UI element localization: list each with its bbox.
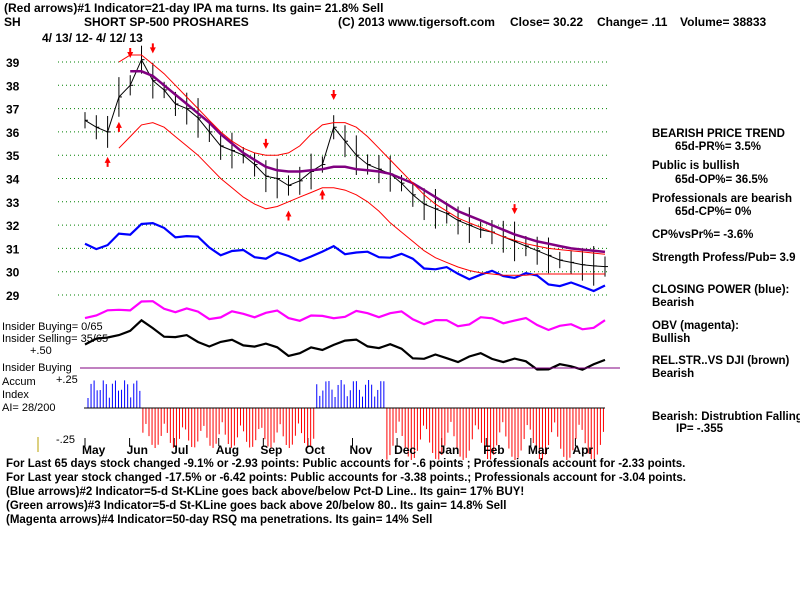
y-tick-label: 34 bbox=[6, 173, 20, 187]
copyright: (C) 2013 www.tigersoft.com bbox=[338, 15, 495, 29]
ticker-symbol: SH bbox=[4, 15, 21, 29]
y-tick-label: 35 bbox=[6, 149, 20, 163]
series-upper-band bbox=[118, 54, 606, 255]
x-tick-label: May bbox=[82, 443, 106, 457]
buy-arrow-icon bbox=[115, 121, 122, 132]
accum-plus25: +.25 bbox=[56, 374, 78, 386]
accum-minus25: -.25 bbox=[56, 434, 75, 446]
y-tick-label: 39 bbox=[6, 56, 20, 70]
relative-strength-line bbox=[84, 318, 606, 371]
insider-buying-count: Insider Buying= 0/65 bbox=[2, 321, 103, 333]
footer-line-3: (Blue arrows)#2 Indicator=5-d St-KLine g… bbox=[6, 486, 525, 498]
ip-value: IP= -.355 bbox=[676, 423, 723, 435]
relstr-title: REL.STR..VS DJI (brown) bbox=[652, 355, 790, 367]
x-tick-label: Dec bbox=[394, 443, 416, 457]
y-tick-label: 32 bbox=[6, 219, 20, 233]
distribution-title: Bearish: Distrubtion Falling bbox=[652, 411, 800, 423]
obv-value: Bullish bbox=[652, 333, 691, 345]
sell-arrow-icon bbox=[511, 204, 518, 215]
series-50-day-ma bbox=[130, 70, 606, 254]
op-value: 65d-OP%= 36.5% bbox=[675, 174, 769, 186]
date-range: 4/ 13/ 12- 4/ 12/ 13 bbox=[42, 31, 143, 45]
closing-power-value: Bearish bbox=[652, 297, 695, 309]
x-tick-label: Apr bbox=[572, 443, 593, 457]
obv-title: OBV (magenta): bbox=[652, 320, 739, 332]
series-price bbox=[84, 58, 606, 268]
obv-line bbox=[84, 300, 606, 332]
x-tick-label: Sep bbox=[260, 443, 282, 457]
signal-arrows bbox=[104, 43, 518, 221]
ai-value: AI= 28/200 bbox=[2, 402, 56, 414]
pr-value: 65d-PR%= 3.5% bbox=[675, 141, 761, 153]
grid-lines bbox=[58, 61, 610, 446]
y-tick-label: 29 bbox=[6, 289, 20, 303]
x-tick-label: Oct bbox=[305, 443, 325, 457]
trend-title: BEARISH PRICE TREND bbox=[652, 128, 785, 140]
closing-power-line bbox=[84, 221, 606, 293]
insider-selling-count: Insider Selling= 35/65 bbox=[2, 333, 109, 345]
relstr-value: Bearish bbox=[652, 368, 695, 380]
footer-line-2: For Last year stock changed -17.5% or -6… bbox=[6, 472, 686, 484]
strength-value: Strength Profess/Pub= 3.9 bbox=[652, 252, 796, 264]
volume-value: Volume= 38833 bbox=[680, 15, 767, 29]
professionals-label: Professionals are bearish bbox=[652, 193, 792, 205]
y-tick-label: 30 bbox=[6, 266, 20, 280]
sell-arrow-icon bbox=[127, 48, 134, 59]
buy-arrow-icon bbox=[104, 156, 111, 167]
public-label: Public is bullish bbox=[652, 160, 740, 172]
y-tick-label: 33 bbox=[6, 196, 20, 210]
x-tick-label: Nov bbox=[350, 443, 373, 457]
x-axis-ticks: May Jun Jul Aug Sep Oct Nov Dec Jan Feb Mar Apr bbox=[82, 443, 593, 457]
index-label: Index bbox=[2, 389, 29, 401]
buy-arrow-icon bbox=[285, 210, 292, 221]
chart-canvas: 39 38 37 36 35 34 33 32 31 30 29 May Jun Jul Aug Sep Oc… bbox=[6, 43, 620, 460]
indicator-lines bbox=[80, 221, 620, 371]
cp-value: 65d-CP%= 0% bbox=[675, 206, 752, 218]
y-tick-label: 31 bbox=[6, 242, 20, 256]
x-tick-label: Jan bbox=[439, 443, 460, 457]
price-lines bbox=[84, 54, 606, 276]
x-tick-label: Jun bbox=[127, 443, 148, 457]
accum-plus50: +.50 bbox=[30, 345, 52, 357]
y-tick-label: 37 bbox=[6, 103, 20, 117]
buy-arrow-icon bbox=[319, 189, 326, 200]
accumulation-histogram bbox=[37, 380, 605, 460]
fund-name: SHORT SP-500 PROSHARES bbox=[84, 15, 249, 29]
insider-buying-label: Insider Buying bbox=[2, 362, 72, 374]
x-tick-label: Feb bbox=[483, 443, 504, 457]
series-lower-band bbox=[118, 122, 605, 276]
cpvspr-value: CP%vsPr%= -3.6% bbox=[652, 229, 754, 241]
indicator-1-label: (Red arrows)#1 Indicator=21-day IPA ma t… bbox=[4, 1, 384, 15]
y-tick-label: 36 bbox=[6, 126, 20, 140]
close-value: Close= 30.22 bbox=[510, 15, 584, 29]
change-value: Change= .11 bbox=[597, 15, 668, 29]
accum-label: Accum bbox=[2, 376, 36, 388]
footer-line-5: (Magenta arrows)#4 Indicator=50-day RSQ … bbox=[6, 514, 433, 526]
sell-arrow-icon bbox=[262, 138, 269, 149]
x-tick-label: Jul bbox=[171, 443, 188, 457]
footer-line-1: For Last 65 days stock changed -9.1% or … bbox=[6, 458, 686, 470]
footer-line-4: (Green arrows)#3 Indicator=5-d St-KLine … bbox=[6, 500, 507, 512]
x-tick-label: Mar bbox=[528, 443, 550, 457]
sell-arrow-icon bbox=[149, 43, 156, 54]
y-tick-label: 38 bbox=[6, 79, 20, 93]
y-axis-ticks: 39 38 37 36 35 34 33 32 31 30 29 bbox=[6, 56, 20, 303]
sell-arrow-icon bbox=[330, 89, 337, 100]
price-bars bbox=[84, 45, 608, 286]
closing-power-title: CLOSING POWER (blue): bbox=[652, 284, 790, 296]
x-tick-label: Aug bbox=[216, 443, 239, 457]
